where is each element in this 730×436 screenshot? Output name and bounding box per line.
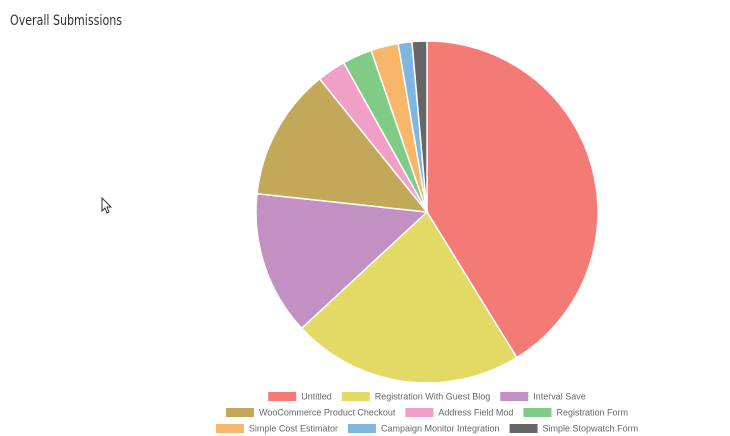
legend-label: WooCommerce Product Checkout [259, 407, 396, 417]
chart-title: Overall Submissions [10, 13, 122, 29]
legend-swatch [500, 392, 529, 401]
legend-swatch [268, 392, 297, 401]
legend-row: WooCommerce Product Checkout Address Fiel… [226, 407, 628, 417]
legend-swatch [523, 408, 552, 417]
pie-slice [426, 40, 599, 359]
legend-row: Untitled Registration With Guest Blog Inte… [268, 391, 586, 401]
legend-swatch [509, 424, 538, 433]
legend-swatch [405, 408, 434, 417]
legend-swatch [341, 392, 370, 401]
legend-row: Simple Cost Estimator Campaign Monitor In… [215, 423, 639, 433]
legend-swatch [347, 424, 376, 433]
pie-slice [255, 192, 429, 330]
legend-label: Registration Form [556, 407, 628, 417]
pie-slice [256, 77, 429, 213]
legend-label: Interval Save [533, 391, 586, 401]
legend-label: Simple Stopwatch Form [543, 423, 639, 433]
legend-label: Address Field Mod [438, 407, 513, 417]
pie-slice [411, 40, 428, 213]
legend-label: Registration With Guest Blog [375, 391, 491, 401]
legend-swatch [226, 408, 255, 417]
legend-label: Untitled [301, 391, 332, 401]
legend-label: Simple Cost Estimator [249, 423, 338, 433]
legend-swatch [215, 424, 244, 433]
legend-label: Campaign Monitor Integration [381, 423, 500, 433]
pie-slice [300, 210, 518, 384]
cursor [101, 196, 113, 214]
